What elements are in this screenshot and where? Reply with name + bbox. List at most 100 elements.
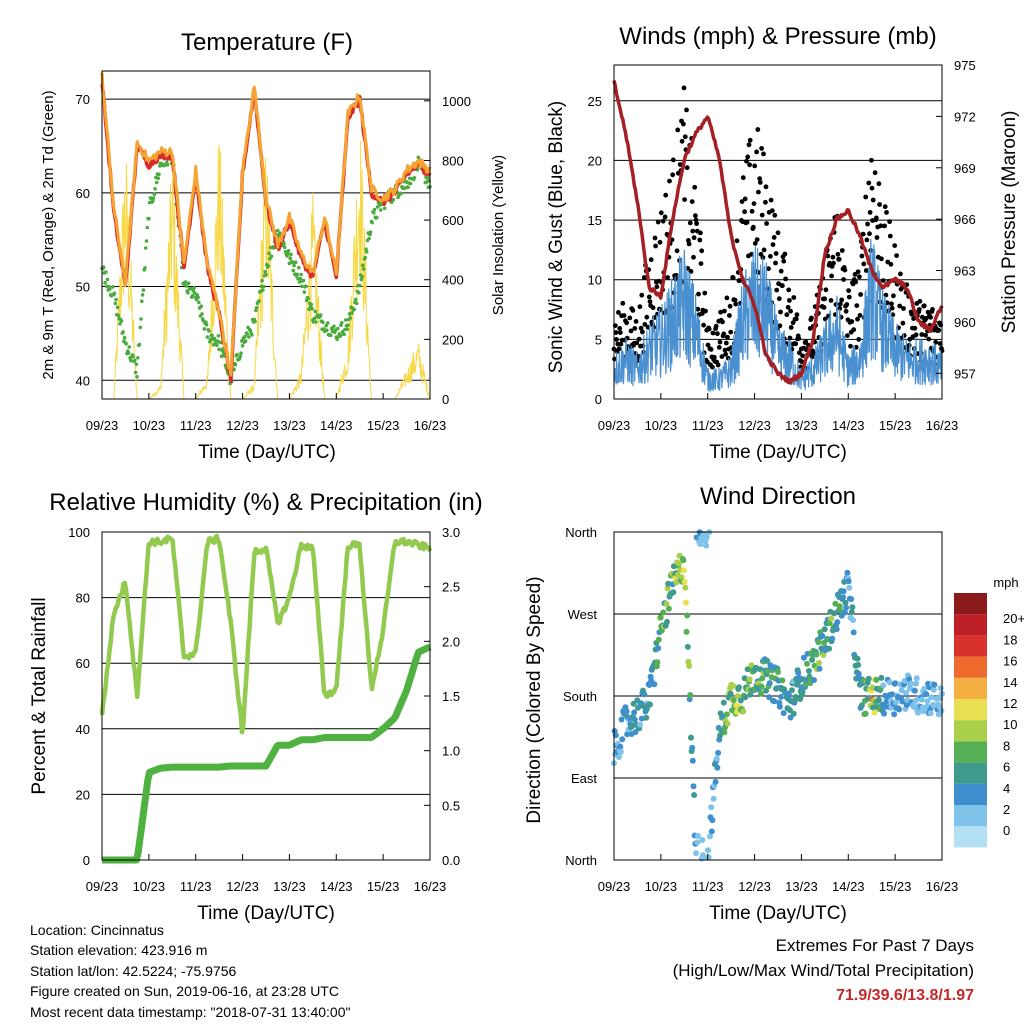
dewpoint-point [329,333,333,338]
gust-point [705,359,710,365]
gust-point [859,253,865,259]
gust-point [724,295,730,301]
direction-point [737,697,744,704]
gust-point [828,298,834,303]
gust-point [791,295,797,300]
temperature-x-tick-label: 11/23 [180,418,212,433]
dewpoint-point [292,263,296,268]
winds-x-tick-label: 16/23 [926,418,959,433]
gust-point [776,296,782,302]
dewpoint-point [340,321,344,325]
gust-point [716,345,722,350]
gust-point [907,336,913,342]
direction-point [623,708,630,715]
legend-label: 16 [1003,654,1017,669]
humidity-x-tick-label: 12/23 [226,879,259,894]
dewpoint-point [372,211,376,215]
legend-swatch [954,656,987,678]
winds-right-tick-label: 966 [954,212,976,227]
gust-point [809,315,814,321]
direction-point [655,636,662,643]
dewpoint-point [346,323,350,328]
dewpoint-point [412,176,417,180]
gust-point [786,287,792,293]
direction-point [763,687,769,694]
dewpoint-point [263,269,268,274]
gust-point [837,306,843,311]
dewpoint-point [114,297,118,302]
direction-point [766,694,773,701]
gust-point [757,180,763,185]
direction-point [683,628,690,635]
direction-point [618,716,625,723]
direction-point [898,687,905,694]
direction-point [873,676,880,683]
direction-point [837,607,844,614]
direction-point [893,699,899,706]
direction-point [848,596,855,603]
dewpoint-point [219,354,224,359]
direction-point [617,748,624,755]
winds-left-tick-label: 10 [588,273,602,288]
gust-point [759,146,764,151]
direction-x-tick-label: 13/23 [785,879,818,894]
gust-point [617,326,623,331]
direction-point [813,651,820,658]
dewpoint-point [321,320,325,325]
gust-point [633,319,639,324]
gust-point [916,307,922,312]
direction-point [855,661,862,668]
dewpoint-point [302,290,307,294]
direction-point [840,588,847,595]
gust-point [754,237,760,243]
direction-point [665,605,672,612]
dewpoint-point [143,246,148,250]
direction-point [748,662,755,669]
gust-point [670,172,676,178]
gust-point [757,176,763,182]
direction-point [636,721,643,728]
dewpoint-point [289,252,293,257]
gust-point [725,334,730,340]
direction-point [833,626,840,633]
gust-point [936,327,942,333]
humidity-left-tick-label: 100 [68,525,90,540]
direction-tick-label: West [568,607,598,622]
direction-point [682,584,689,591]
direction-point [691,792,698,798]
gust-point [706,326,712,332]
legend-swatch [954,805,987,827]
gust-point [737,278,742,283]
gust-point [785,304,791,310]
gust-point [774,287,780,293]
direction-point [684,643,691,650]
dewpoint-point [310,306,314,311]
gust-point [612,356,617,362]
gust-point [638,325,644,331]
direction-x-tick-label: 09/23 [598,879,631,894]
gust-point [630,308,636,313]
humidity-right-tick-label: 1.5 [442,689,460,704]
direction-point [705,847,711,854]
dewpoint-point [135,375,139,379]
gust-point [715,362,721,368]
info-created: Figure created on Sun, 2019-06-16, at 23… [30,983,339,1000]
humidity-x-tick-label: 09/23 [86,879,119,894]
direction-point [804,660,810,667]
direction-x-tick-label: 12/23 [738,879,771,894]
temperature-left-tick-label: 40 [76,373,90,388]
gust-point [857,313,863,318]
dewpoint-point [350,311,354,315]
legend-swatch [954,826,987,848]
gust-point [653,243,658,249]
gust-point [721,331,727,337]
gust-point [874,235,880,240]
direction-point [654,659,661,666]
direction-x-tick-label: 16/23 [926,879,959,894]
winds-right-tick-label: 972 [954,109,976,124]
gust-point [766,266,771,272]
direction-xlabel: Time (Day/UTC) [709,903,847,924]
gust-point [906,342,912,348]
gust-point [682,197,687,203]
